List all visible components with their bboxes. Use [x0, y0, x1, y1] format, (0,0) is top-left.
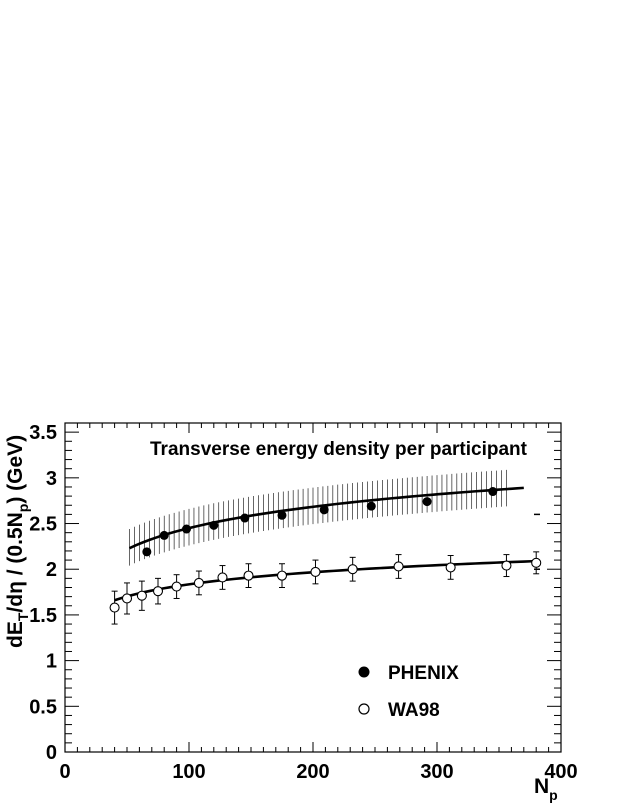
wa98-point [501, 560, 512, 571]
wa98-point [121, 593, 133, 604]
legend-marker-phenix [358, 666, 370, 678]
x-axis-title: Np [534, 775, 558, 803]
legend-marker-wa98 [358, 703, 370, 715]
wa98-point [276, 570, 288, 581]
phenix-point [319, 505, 329, 515]
wa98-point [445, 562, 456, 573]
wa98-fit-curve [114, 559, 539, 602]
y-tick-label: 1.5 [29, 605, 57, 627]
wa98-point [136, 590, 147, 601]
phenix-fit-curve [128, 486, 524, 550]
wa98-point [152, 586, 164, 597]
phenix-point [488, 487, 498, 497]
chart-title: Transverse energy density per participan… [150, 439, 528, 460]
wa98-point [171, 581, 182, 592]
legend-label-wa98: WA98 [388, 700, 440, 721]
wa98-point [347, 564, 358, 575]
legend-label-phenix: PHENIX [388, 663, 459, 684]
wa98-point [193, 577, 204, 588]
x-tick-label: 300 [420, 761, 453, 783]
wa98-point [310, 566, 321, 578]
y-tick-label: 3 [46, 468, 57, 490]
phenix-point [209, 520, 219, 530]
wa98-point [531, 557, 542, 568]
y-tick-label: 0.5 [29, 696, 57, 718]
phenix-point [277, 510, 287, 520]
x-tick-label: 400 [544, 761, 577, 783]
phenix-point [142, 547, 152, 557]
data-points [109, 487, 542, 613]
legend: PHENIX WA98 [358, 663, 459, 721]
phenix-point [182, 524, 192, 534]
y-tick-label: 2 [46, 559, 57, 581]
y-tick-label: 0 [46, 742, 57, 764]
phenix-point [240, 513, 250, 523]
wa98-point [217, 572, 228, 583]
phenix-point [422, 497, 432, 507]
y-tick-label: 3.5 [29, 422, 57, 444]
wa98-point [109, 602, 120, 613]
fit-curves [114, 486, 539, 602]
x-tick-label: 0 [59, 761, 70, 783]
y-axis-title: dET/dη / (0.5Np) (GeV) [4, 435, 31, 648]
wa98-point [393, 561, 404, 572]
y-tick-label: 1 [46, 651, 57, 673]
phenix-point [159, 530, 169, 540]
phenix-point [366, 501, 376, 511]
axes-frame [64, 422, 562, 753]
wa98-point [243, 570, 254, 581]
tick-labels: 0 100 200 300 400 0 0.5 1 1.5 2 2.5 3 3.5 [29, 422, 578, 783]
y-tick-label: 2.5 [29, 514, 57, 536]
phenix-systematic-band [129, 469, 507, 566]
x-tick-label: 200 [296, 761, 329, 783]
x-tick-label: 100 [172, 761, 205, 783]
